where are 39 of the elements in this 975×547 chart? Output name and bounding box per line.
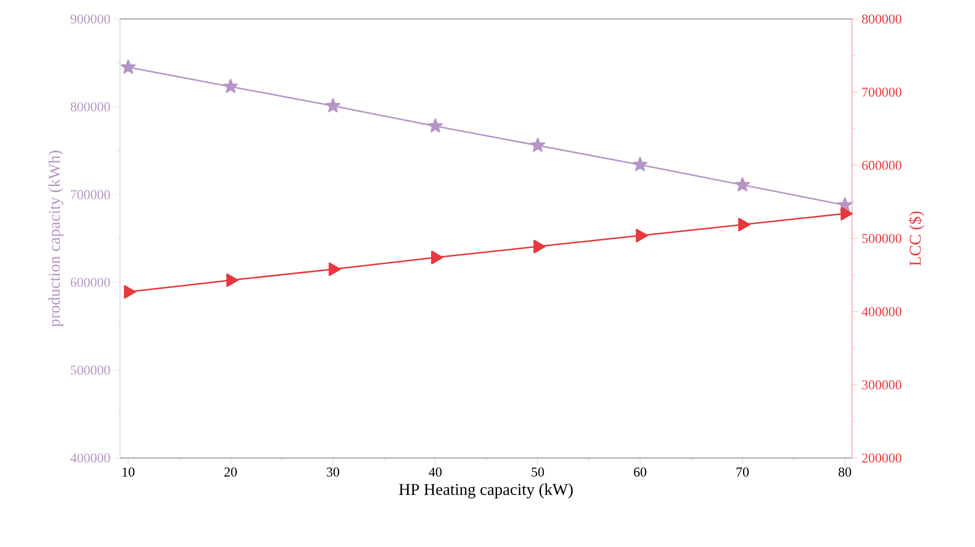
x-tick-label: 20 bbox=[224, 468, 237, 477]
y2-tick-label: 500000 bbox=[862, 234, 902, 244]
point bbox=[428, 118, 443, 133]
point bbox=[738, 218, 750, 232]
point bbox=[632, 156, 648, 172]
y2-tick-label: 600000 bbox=[862, 160, 902, 170]
y-tick-label: 700000 bbox=[71, 190, 110, 200]
point bbox=[840, 206, 853, 220]
point bbox=[735, 177, 750, 192]
point bbox=[223, 78, 238, 94]
x-tick-label: 40 bbox=[428, 468, 442, 477]
point bbox=[636, 228, 648, 242]
x-tick-label: 80 bbox=[838, 468, 852, 477]
y-tick-label: 800000 bbox=[70, 102, 110, 112]
x-tick-label: 10 bbox=[122, 468, 134, 477]
y2-tick-label: 200000 bbox=[862, 453, 902, 463]
point bbox=[226, 273, 238, 288]
y2-axis-title: LCC ($) bbox=[908, 212, 924, 266]
y2-tick-label: 800000 bbox=[862, 14, 902, 24]
point bbox=[328, 262, 341, 276]
y-tick-label: 400000 bbox=[70, 453, 110, 463]
x-tick-label: 30 bbox=[326, 468, 340, 477]
point bbox=[120, 60, 136, 74]
y-tick-label: 500000 bbox=[70, 366, 110, 375]
point bbox=[326, 98, 340, 112]
point bbox=[431, 250, 444, 264]
point bbox=[533, 240, 546, 254]
y-axis-title: production capacity (kWh) bbox=[48, 150, 64, 327]
y2-tick-label: 400000 bbox=[862, 307, 902, 316]
y2-tick-label: 300000 bbox=[862, 380, 902, 390]
y-tick-label: 600000 bbox=[70, 278, 110, 287]
x-axis-title: HP Heating capacity (kW) bbox=[399, 483, 573, 498]
x-tick-label: 70 bbox=[736, 468, 749, 477]
point bbox=[530, 138, 546, 152]
x-tick-label: 50 bbox=[532, 468, 544, 477]
x-tick-label: 60 bbox=[634, 468, 646, 477]
y-tick-label: 900000 bbox=[70, 14, 110, 24]
point bbox=[124, 285, 136, 299]
y2-tick-label: 700000 bbox=[862, 88, 902, 97]
